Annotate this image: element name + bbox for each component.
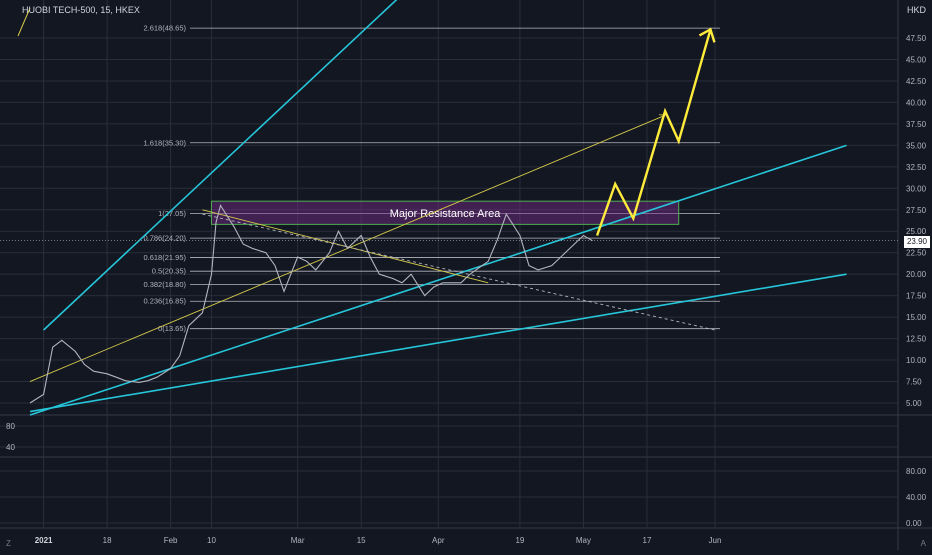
x-tick-label: 15 bbox=[357, 536, 366, 545]
price-series-line bbox=[29, 204, 593, 404]
y-tick-label: 25.00 bbox=[906, 227, 927, 236]
trend-line bbox=[43, 0, 398, 331]
oscillator-tick-label: 40 bbox=[6, 443, 15, 452]
fib-level-label: 0(13.65) bbox=[158, 324, 186, 333]
fib-level-label: 0.786(24.20) bbox=[143, 234, 186, 243]
y-tick-label: 45.00 bbox=[906, 55, 927, 64]
y-tick-label: 30.00 bbox=[906, 184, 927, 193]
fib-level-label: 1(27.05) bbox=[158, 209, 186, 218]
y-tick-label: 17.50 bbox=[906, 292, 927, 301]
x-tick-label: Apr bbox=[432, 536, 445, 545]
volume-tick-label: 0.00 bbox=[906, 519, 922, 528]
last-price-tag: 23.90 bbox=[904, 236, 930, 248]
volume-tick-label: 80.00 bbox=[906, 467, 927, 476]
x-tick-label: 17 bbox=[643, 536, 652, 545]
y-tick-label: 20.00 bbox=[906, 270, 927, 279]
y-tick-label: 27.50 bbox=[906, 206, 927, 215]
y-tick-label: 40.00 bbox=[906, 98, 927, 107]
fib-level-label: 0.618(21.95) bbox=[143, 253, 186, 262]
y-tick-label: 5.00 bbox=[906, 399, 922, 408]
x-tick-label: Feb bbox=[164, 536, 178, 545]
zoom-button[interactable]: Z bbox=[6, 539, 11, 548]
x-tick-label: Mar bbox=[291, 536, 305, 545]
y-tick-label: 15.00 bbox=[906, 313, 927, 322]
y-tick-label: 47.50 bbox=[906, 34, 927, 43]
projection-path bbox=[595, 29, 712, 236]
projection-arrowhead bbox=[698, 27, 716, 43]
trend-line bbox=[29, 273, 847, 413]
y-tick-label: 22.50 bbox=[906, 249, 927, 258]
fib-level-label: 2.618(48.65) bbox=[143, 24, 186, 33]
y-tick-label: 35.00 bbox=[906, 141, 927, 150]
y-tick-label: 7.50 bbox=[906, 378, 922, 387]
x-tick-label: Jun bbox=[709, 536, 722, 545]
fib-level-label: 1.618(35.30) bbox=[143, 138, 186, 147]
y-tick-label: 12.50 bbox=[906, 335, 927, 344]
y-tick-label: 32.50 bbox=[906, 163, 927, 172]
auto-scale-button[interactable]: A bbox=[920, 539, 926, 548]
x-tick-label: 18 bbox=[103, 536, 112, 545]
fib-level-label: 0.382(18.80) bbox=[143, 280, 186, 289]
x-tick-label: May bbox=[576, 536, 591, 545]
oscillator-tick-label: 80 bbox=[6, 422, 15, 431]
corner-guide-stroke bbox=[17, 7, 31, 37]
currency-label: HKD bbox=[906, 5, 926, 15]
volume-tick-label: 40.00 bbox=[906, 493, 927, 502]
resistance-label: Major Resistance Area bbox=[390, 208, 502, 220]
trend-line bbox=[29, 144, 847, 416]
x-tick-label: 2021 bbox=[35, 536, 53, 545]
fib-level-label: 0.236(16.85) bbox=[143, 297, 186, 306]
chart-title: HUOBI TECH-500, 15, HKEX bbox=[22, 5, 140, 15]
y-tick-label: 37.50 bbox=[906, 120, 927, 129]
y-tick-label: 42.50 bbox=[906, 77, 927, 86]
x-tick-label: 10 bbox=[207, 536, 216, 545]
y-tick-label: 10.00 bbox=[906, 356, 927, 365]
x-tick-label: 19 bbox=[515, 536, 524, 545]
fib-level-label: 0.5(20.35) bbox=[152, 267, 187, 276]
resistance-zone bbox=[210, 200, 680, 225]
